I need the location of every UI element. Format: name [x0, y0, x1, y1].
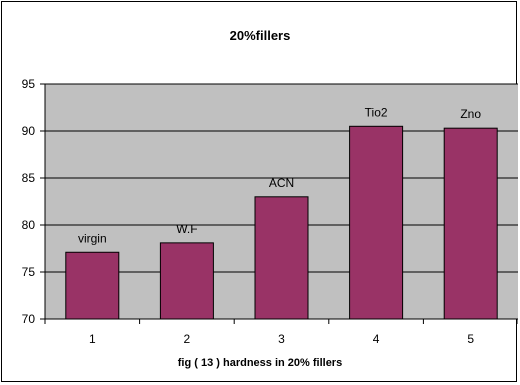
x-axis: 1 2 3 4 5: [44, 318, 518, 346]
bars: [65, 125, 498, 320]
bar-label: Zno: [460, 107, 481, 121]
x-tick-label: 1: [89, 332, 96, 346]
bar: [159, 242, 214, 320]
bar-label: Tio2: [365, 105, 388, 119]
bar: [349, 125, 404, 320]
x-tick-label: 2: [184, 332, 191, 346]
y-tick-label: 70: [22, 312, 36, 326]
y-tick-label: 95: [22, 77, 36, 91]
y-tick-label: 90: [22, 124, 36, 138]
bar-labels: virgin W.F ACN Tio2 Zno: [78, 105, 481, 245]
bar: [254, 196, 309, 320]
chart-title: 20%fillers: [230, 28, 291, 43]
x-tick-label: 4: [373, 332, 380, 346]
x-tick-label: 3: [278, 332, 285, 346]
bar-label: ACN: [269, 176, 294, 190]
bar: [443, 127, 498, 320]
y-tick-label: 80: [22, 218, 36, 232]
y-tick-label: 85: [22, 171, 36, 185]
bar-label: W.F: [176, 222, 197, 236]
bar: [65, 251, 120, 320]
x-axis-title: fig ( 13 ) hardness in 20% fillers: [178, 357, 342, 369]
bar-label: virgin: [78, 231, 107, 245]
x-tick-label: 5: [467, 332, 474, 346]
y-axis: 70 75 80 85 90 95: [22, 77, 46, 326]
y-tick-label: 75: [22, 265, 36, 279]
